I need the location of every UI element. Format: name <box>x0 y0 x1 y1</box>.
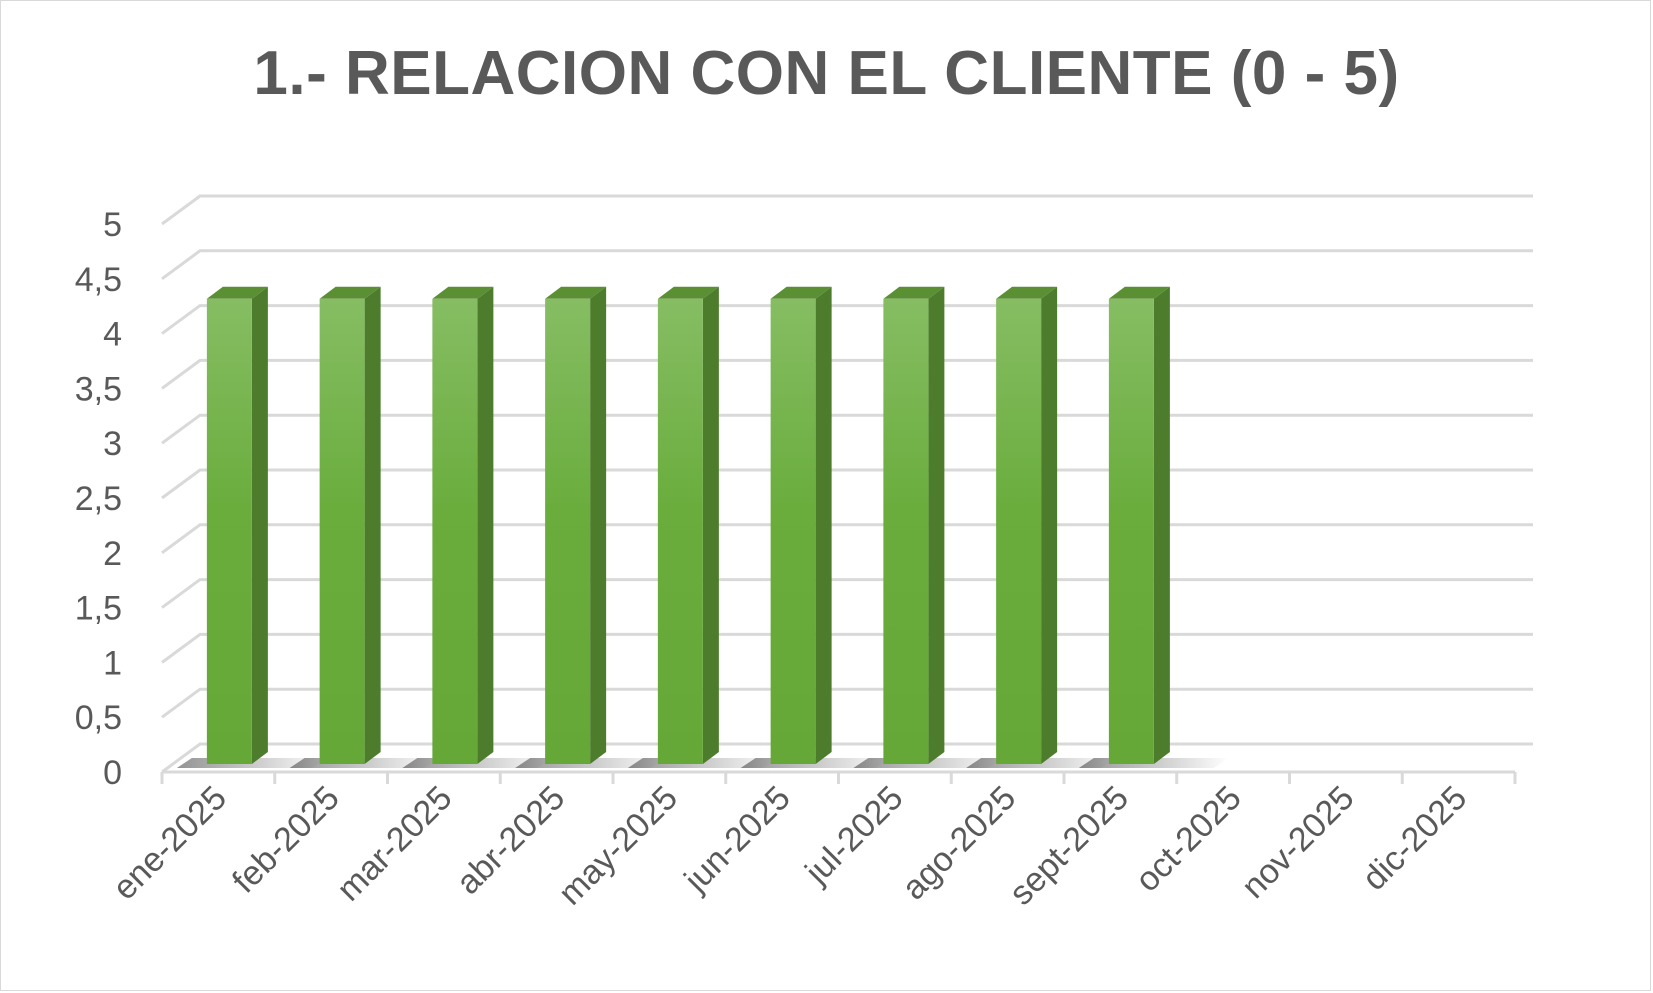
x-tick-label: nov-2025 <box>1234 779 1361 906</box>
bar-top <box>996 286 1058 299</box>
gridline <box>161 304 1533 335</box>
bar-front <box>432 298 478 764</box>
bar-side <box>251 286 268 764</box>
x-tick-labels: ene-2025feb-2025mar-2025abr-2025may-2025… <box>106 779 1475 913</box>
bar-jul-2025 <box>853 286 1004 768</box>
y-tick-label: 0 <box>103 754 122 792</box>
bar-top <box>206 286 268 299</box>
y-tick-labels: 0 0,5 1 1,5 2 2,5 3 3,5 4 4,5 5 <box>75 206 122 792</box>
x-tick-label: mar-2025 <box>330 779 460 909</box>
bar-front <box>1108 298 1154 764</box>
bar-side <box>1153 286 1170 764</box>
bar-top <box>319 286 381 299</box>
y-tick-label: 3,5 <box>75 370 122 408</box>
x-tick-label: dic-2025 <box>1355 779 1474 898</box>
x-tick-label: feb-2025 <box>225 779 347 901</box>
y-tick-label: 4,5 <box>75 261 122 299</box>
bar-sept-2025 <box>1078 286 1229 768</box>
bar-top <box>432 286 494 299</box>
y-tick-label: 1 <box>103 644 122 682</box>
x-tick-label: jun-2025 <box>677 779 798 900</box>
gridline <box>161 194 1533 226</box>
bar-front <box>996 298 1042 764</box>
y-tick-label: 3 <box>103 425 122 463</box>
bar-side <box>590 286 607 764</box>
x-tick-label: sept-2025 <box>1002 779 1136 913</box>
gridline <box>161 523 1533 555</box>
bar-abr-2025 <box>515 286 666 768</box>
x-tick-label: oct-2025 <box>1128 779 1248 899</box>
y-tick-label: 0,5 <box>75 699 122 737</box>
chart-title: 1.- RELACION CON EL CLIENTE (0 - 5) <box>253 39 1400 108</box>
bar-top <box>545 286 607 299</box>
bar-feb-2025 <box>289 286 440 768</box>
bar-jun-2025 <box>740 286 891 768</box>
bar-top <box>657 286 719 299</box>
bar-front <box>206 298 252 764</box>
gridline <box>161 742 1533 774</box>
bar-front <box>545 298 591 764</box>
x-tick-label: may-2025 <box>551 779 685 913</box>
y-tick-label: 5 <box>103 206 122 244</box>
gridline <box>161 249 1533 281</box>
x-tick-label: ene-2025 <box>106 779 234 907</box>
gridline <box>161 468 1533 500</box>
bar-front <box>883 298 929 764</box>
bar-may-2025 <box>627 286 778 768</box>
bar-front <box>319 298 365 764</box>
bar-top <box>883 286 945 299</box>
gridline <box>161 632 1533 664</box>
gridline <box>161 413 1533 445</box>
bar-ene-2025 <box>176 286 327 768</box>
y-tick-label: 2 <box>103 535 122 573</box>
gridline <box>161 687 1533 719</box>
bar-ago-2025 <box>966 286 1117 768</box>
y-tick-label: 1,5 <box>75 590 122 628</box>
y-tick-label: 4 <box>103 316 122 354</box>
bar-side <box>477 286 494 764</box>
gridline <box>161 578 1533 609</box>
gridline <box>161 358 1533 390</box>
bar-side <box>364 286 381 764</box>
bar-side <box>702 286 719 764</box>
bar-front <box>657 298 703 764</box>
bar-front <box>770 298 816 764</box>
bar-top <box>770 286 832 299</box>
bar-side <box>928 286 945 764</box>
bar-top <box>1108 286 1170 299</box>
bar-side <box>815 286 832 764</box>
y-tick-label: 2,5 <box>75 480 122 518</box>
x-axis <box>160 770 1517 784</box>
bar-side <box>1041 286 1058 764</box>
gridlines <box>161 194 1533 774</box>
bars <box>176 286 1229 768</box>
bar-mar-2025 <box>402 286 553 768</box>
x-tick-label: jul-2025 <box>797 779 910 892</box>
